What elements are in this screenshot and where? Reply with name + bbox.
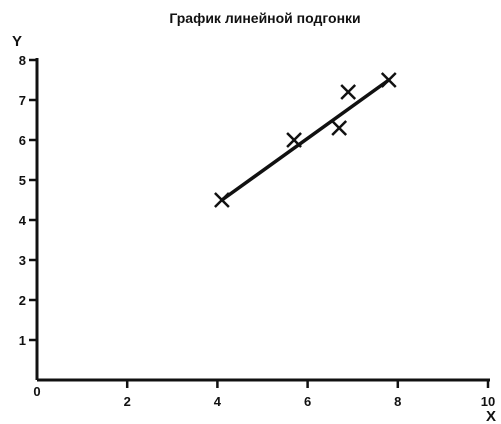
fit-line-group: [220, 78, 391, 202]
data-point: [340, 84, 357, 100]
data-point: [380, 72, 397, 88]
x-tick-label: 2: [124, 394, 131, 409]
points-group: [214, 72, 397, 208]
y-tick-label: 3: [19, 253, 26, 268]
data-point: [331, 120, 348, 136]
data-point-stroke: [380, 72, 397, 88]
data-point: [214, 192, 230, 208]
origin-label: 0: [33, 384, 40, 399]
y-tick-label: 2: [19, 293, 26, 308]
x-tick-label: 4: [214, 394, 222, 409]
y-tick-label: 5: [19, 173, 26, 188]
y-tick-label: 1: [19, 333, 26, 348]
data-point-stroke: [286, 132, 302, 148]
data-point-stroke: [214, 192, 230, 208]
data-point: [286, 132, 302, 148]
data-point-stroke: [340, 84, 357, 100]
y-axis-label: Y: [12, 33, 22, 50]
x-tick-label: 10: [481, 394, 495, 409]
x-tick-label: 8: [394, 394, 401, 409]
axes: 1 2 3 4 5 6 7 8 2 4 6 8 10 0 Y X: [12, 33, 496, 424]
x-axis-label: X: [486, 408, 496, 424]
fit-line: [220, 78, 391, 202]
y-tick-label: 8: [19, 53, 26, 68]
y-tick-label: 6: [19, 133, 26, 148]
x-tick-label: 6: [304, 394, 311, 409]
y-tick-label: 4: [19, 213, 27, 228]
data-point-stroke: [331, 120, 348, 136]
y-tick-label: 7: [19, 93, 26, 108]
chart-title: График линейной подгонки: [169, 10, 360, 26]
